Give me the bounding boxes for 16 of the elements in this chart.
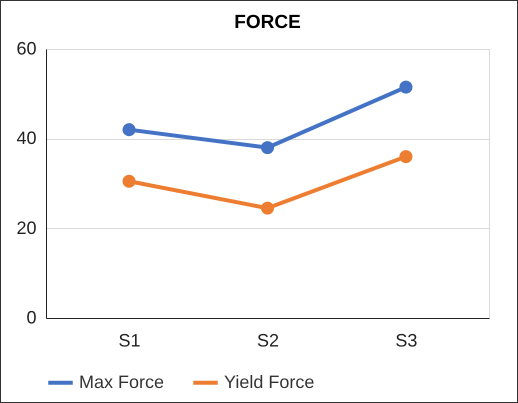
point [399, 80, 412, 94]
point [122, 174, 136, 188]
x-tick-label: S2 [256, 330, 280, 350]
point [122, 123, 136, 136]
point [260, 141, 274, 154]
legend-label: Max Force [79, 372, 164, 392]
x-tick-label: S3 [395, 330, 418, 350]
legend-label: Yield Force [224, 372, 314, 392]
y-tick-label: 60 [16, 38, 36, 58]
y-tick-label: 40 [16, 128, 36, 148]
chart-title: FORCE [234, 12, 301, 33]
point [399, 150, 412, 164]
x-tick-label: S1 [118, 330, 141, 350]
point [260, 202, 274, 215]
y-tick-label: 0 [26, 308, 36, 328]
y-tick-label: 20 [16, 218, 36, 238]
